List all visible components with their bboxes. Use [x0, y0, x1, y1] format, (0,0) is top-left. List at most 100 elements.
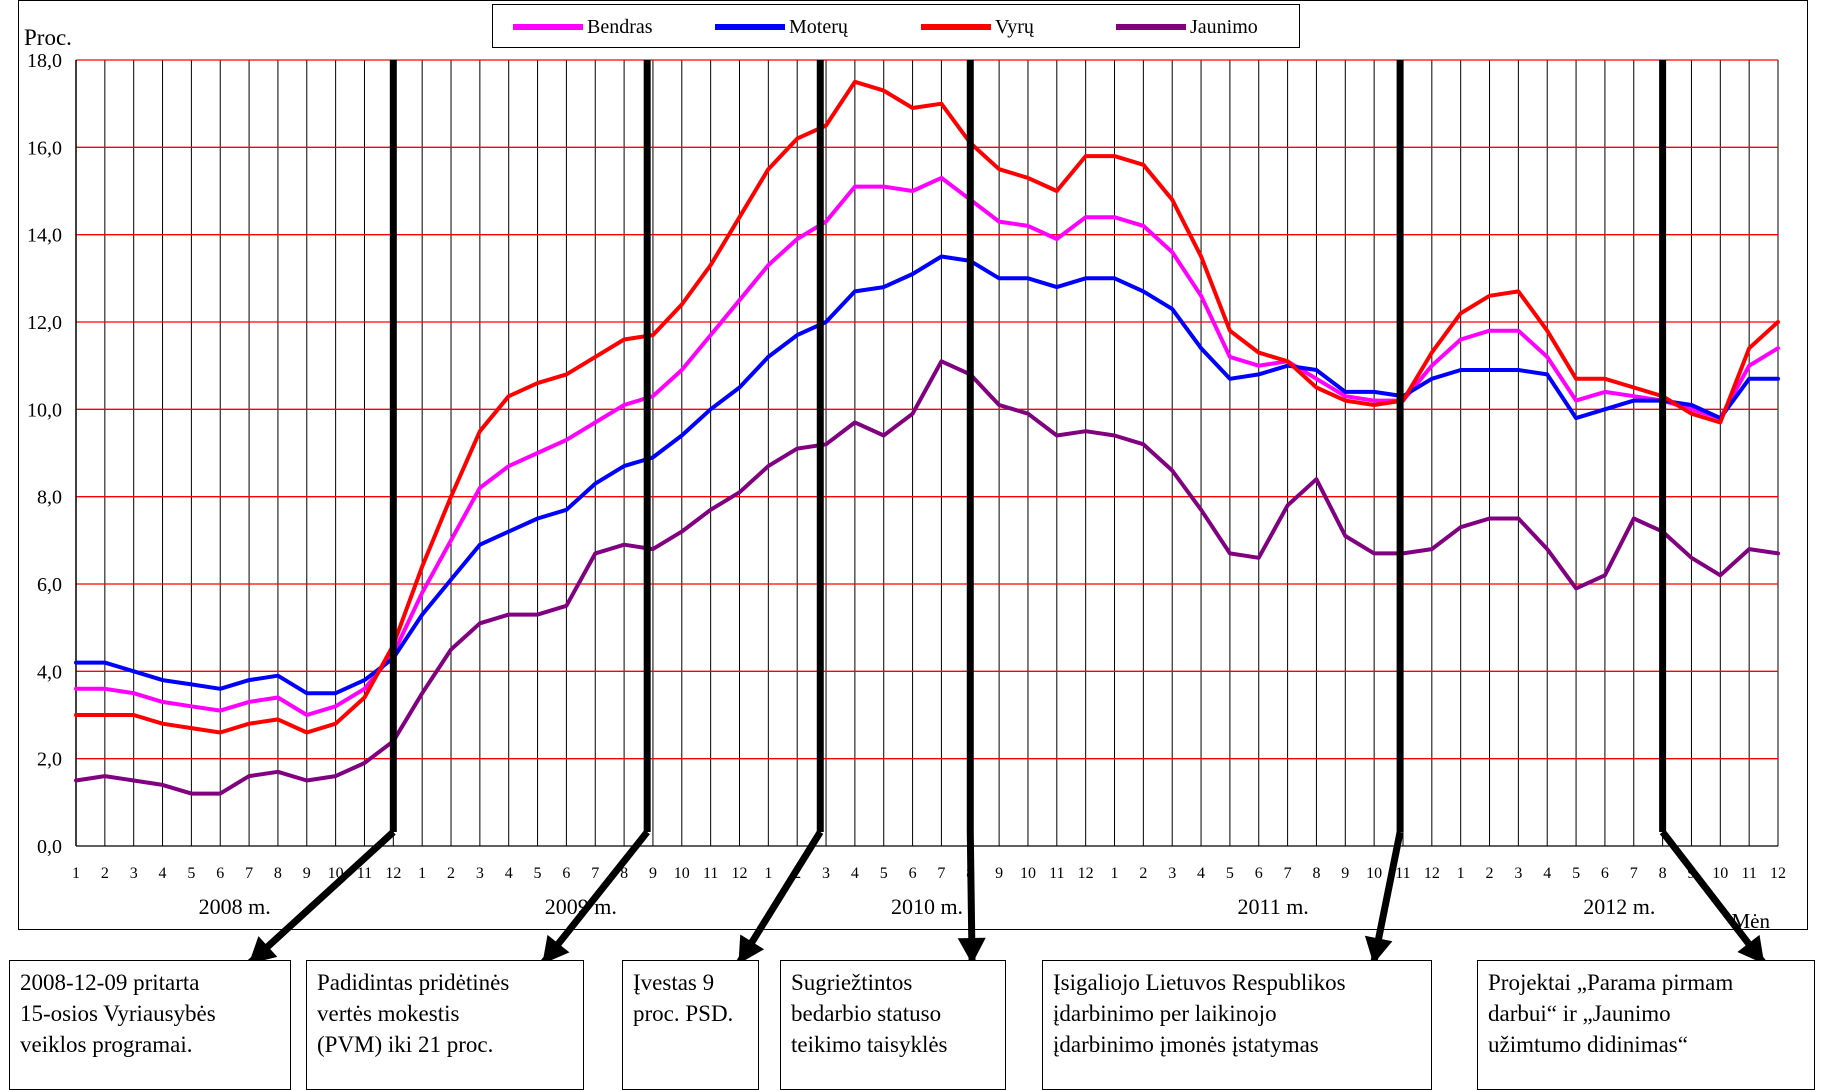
y-tick-label: 8,0	[37, 487, 62, 509]
month-tick-label: 1	[72, 865, 80, 882]
month-tick-label: 9	[995, 865, 1003, 882]
series-line-jaunimo	[74, 359, 1780, 796]
month-tick-label: 5	[534, 865, 542, 882]
month-tick-label: 3	[476, 865, 484, 882]
month-tick-label: 10	[1366, 865, 1382, 882]
event-note-box: Įvestas 9 proc. PSD.	[622, 960, 759, 1090]
series-line-bendras	[74, 175, 1780, 717]
legend-swatch	[1116, 24, 1186, 30]
event-note-box: Sugriežtintos bedarbio statuso teikimo tai…	[780, 960, 1006, 1090]
month-tick-label: 8	[1659, 865, 1667, 882]
month-tick-label: 1	[1111, 865, 1119, 882]
month-tick-label: 3	[130, 865, 138, 882]
event-note-box: 2008-12-09 pritarta 15-osios Vyriausybės v…	[9, 960, 291, 1090]
month-tick-label: 12	[731, 865, 747, 882]
event-note-text: įdarbinimo per laikinojo	[1053, 1001, 1277, 1026]
y-tick-label: 14,0	[27, 225, 62, 247]
y-tick-label: 16,0	[27, 137, 62, 159]
month-tick-label: 6	[1601, 865, 1609, 882]
event-note-text: darbui“ ir „Jaunimo	[1488, 1001, 1671, 1026]
y-tick-label: 6,0	[37, 574, 62, 596]
month-tick-label: 7	[1630, 865, 1638, 882]
month-tick-label: 3	[1168, 865, 1176, 882]
month-tick-label: 7	[937, 865, 945, 882]
month-tick-label: 6	[216, 865, 224, 882]
event-arrowhead	[738, 934, 765, 964]
event-note-text: Įsigaliojo Lietuvos Respublikos	[1053, 970, 1346, 995]
event-note-box: Projektai „Parama pirmam darbui“ ir „Jaun…	[1477, 960, 1815, 1090]
y-axis-label: Proc.	[24, 25, 72, 50]
series-line-vyrų	[74, 79, 1780, 735]
month-tick-label: 8	[620, 865, 628, 882]
month-tick-label: 6	[909, 865, 917, 882]
month-tick-label: 9	[1341, 865, 1349, 882]
month-tick-label: 12	[1078, 865, 1094, 882]
legend-item: Moterų	[715, 5, 848, 49]
series-line-moterų	[74, 254, 1780, 696]
event-arrow	[539, 829, 650, 967]
event-markers	[246, 60, 1768, 967]
month-tick-label: 11	[357, 865, 372, 882]
event-note-text: 2008-12-09 pritarta	[20, 970, 200, 995]
month-tick-label: 6	[562, 865, 570, 882]
month-tick-label: 4	[159, 865, 167, 882]
month-tick-label: 11	[703, 865, 718, 882]
event-note-text: teikimo taisyklės	[791, 1032, 948, 1057]
y-tick-label: 18,0	[27, 50, 62, 72]
month-tick-label: 5	[187, 865, 195, 882]
legend-swatch	[513, 24, 583, 30]
event-arrow	[1659, 829, 1768, 967]
month-tick-label: 2	[101, 865, 109, 882]
month-tick-label: 8	[1312, 865, 1320, 882]
month-tick-label: 10	[1020, 865, 1036, 882]
legend-label: Moterų	[789, 15, 848, 38]
event-arrowhead	[248, 936, 278, 964]
legend-item: Jaunimo	[1116, 5, 1258, 49]
event-arrowhead	[957, 937, 986, 964]
month-tick-label: 9	[649, 865, 657, 882]
year-label: 2010 m.	[891, 894, 963, 919]
month-tick-label: 1	[1457, 865, 1465, 882]
legend: Bendras Moterų Vyrų Jaunimo	[492, 4, 1300, 48]
month-tick-label: 1	[418, 865, 426, 882]
month-tick-label: 2	[1139, 865, 1147, 882]
month-tick-label: 1	[764, 865, 772, 882]
y-tick-label: 10,0	[27, 399, 62, 421]
event-note-text: užimtumo didinimas“	[1488, 1032, 1688, 1057]
grid	[75, 59, 1779, 847]
month-tick-label: 11	[1049, 865, 1064, 882]
month-tick-label: 9	[303, 865, 311, 882]
month-tick-label: 4	[1197, 865, 1205, 882]
month-tick-label: 2	[447, 865, 455, 882]
event-arrow	[246, 829, 396, 967]
month-tick-label: 12	[1424, 865, 1440, 882]
month-tick-label: 7	[591, 865, 599, 882]
month-tick-label: 12	[1770, 865, 1786, 882]
event-note-text: Projektai „Parama pirmam	[1488, 970, 1734, 995]
event-note-text: veiklos programai.	[20, 1032, 193, 1057]
month-tick-label: 10	[1712, 865, 1728, 882]
year-label: 2012 m.	[1583, 894, 1655, 919]
event-note-text: Padidintas pridėtinės	[317, 970, 510, 995]
month-tick-label: 4	[505, 865, 513, 882]
event-note-text: vertės mokestis	[317, 1001, 460, 1026]
event-note-box: Padidintas pridėtinės vertės mokestis (PVM…	[306, 960, 584, 1090]
y-tick-label: 4,0	[37, 661, 62, 683]
event-note-text: įdarbinimo įmonės įstatymas	[1053, 1032, 1319, 1057]
event-arrowhead	[542, 934, 570, 964]
y-tick-label: 12,0	[27, 312, 62, 334]
month-tick-label: 5	[1226, 865, 1234, 882]
event-note-box: Įsigaliojo Lietuvos Respublikos įdarbinim…	[1042, 960, 1432, 1090]
year-label: 2011 m.	[1238, 894, 1309, 919]
y-tick-label: 0,0	[37, 836, 62, 858]
event-note-text: (PVM) iki 21 proc.	[317, 1032, 494, 1057]
y-tick-label: 2,0	[37, 749, 62, 771]
month-tick-label: 3	[1514, 865, 1522, 882]
month-tick-label: 12	[385, 865, 401, 882]
event-note-text: 15-osios Vyriausybės	[20, 1001, 216, 1026]
event-note-text: Sugriežtintos	[791, 970, 913, 995]
event-note-text: bedarbio statuso	[791, 1001, 942, 1026]
month-tick-label: 3	[822, 865, 830, 882]
legend-swatch	[715, 24, 785, 30]
